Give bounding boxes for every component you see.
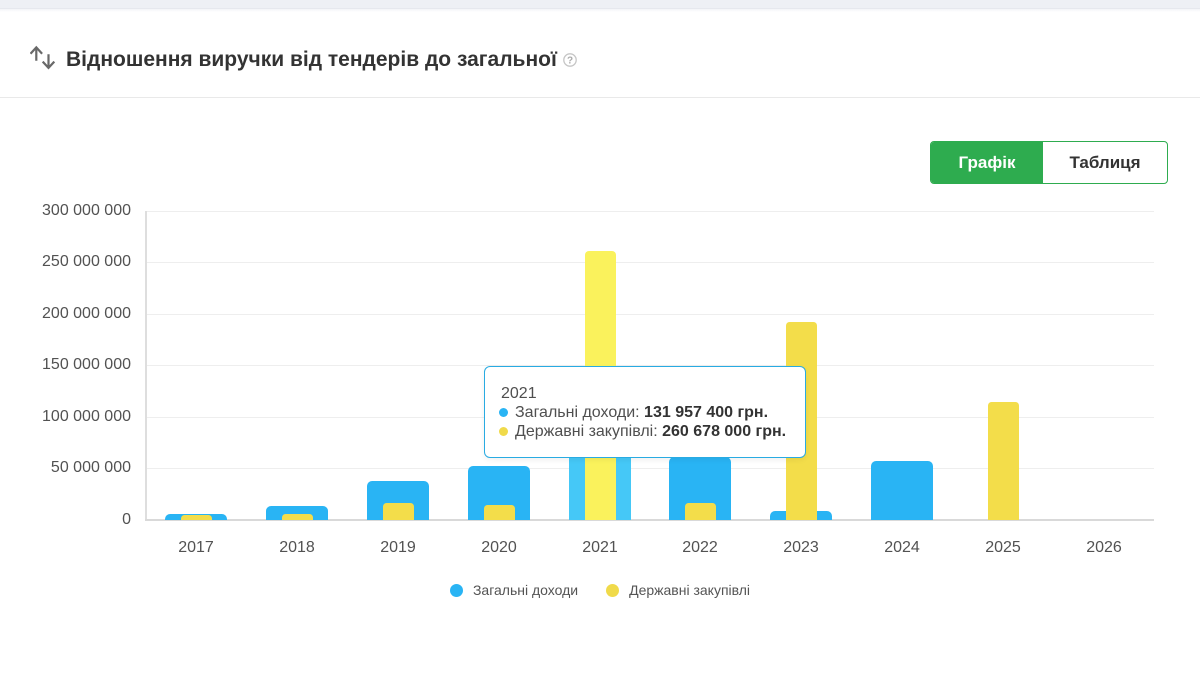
svg-text:?: ? — [567, 56, 573, 67]
